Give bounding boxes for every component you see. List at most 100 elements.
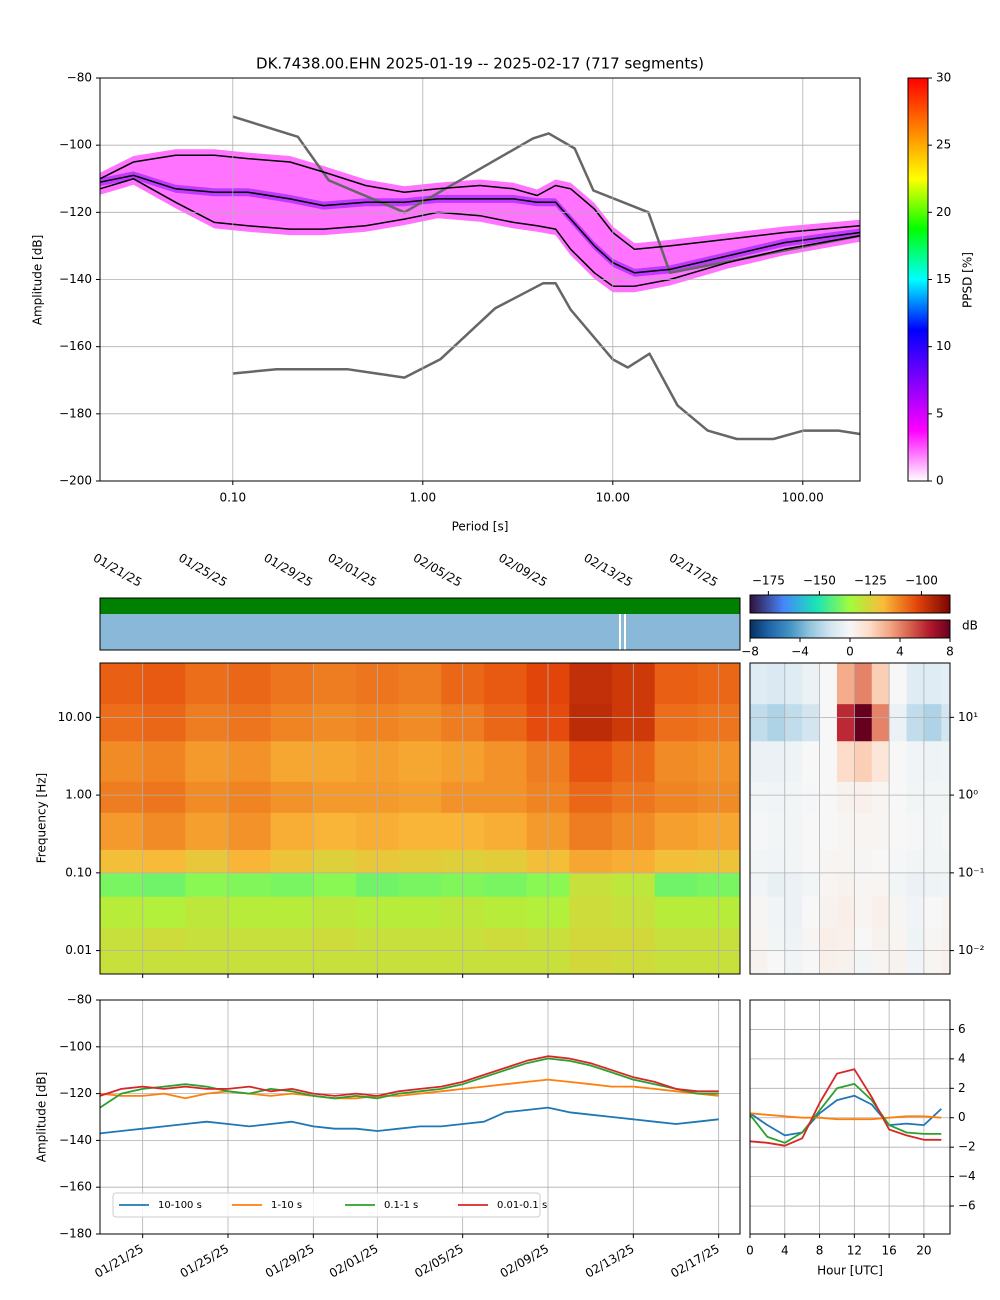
heatmap-cell [889,812,908,850]
y-tick-label: −200 [59,474,92,488]
heatmap-cell [654,740,698,782]
heatmap-cell [569,849,613,874]
heatmap-cell [906,703,925,742]
heatmap-cell [941,950,951,975]
colorbar-tick-label: −8 [741,645,759,659]
y-tick-label: −160 [59,1180,92,1194]
ppsd-density [100,149,860,293]
heatmap-cell [784,872,803,897]
x-tick-label: 01/25/25 [178,1242,232,1281]
heatmap-cell [941,663,951,705]
heatmap-cell [854,781,873,813]
colorbar [749,619,951,639]
legend-frame [112,1192,541,1218]
y-tick-label: 10.00 [58,710,92,724]
y-tick-label: −160 [59,339,92,353]
colorbar-tick-label: 0 [846,645,854,659]
heatmap-cell [484,812,528,850]
heatmap-cell [484,950,528,975]
y-tick-label: −100 [59,138,92,152]
heatmap-cell [750,812,768,850]
heatmap-cell [569,663,613,705]
heatmap-cell [836,812,855,850]
heatmap-cell [767,849,786,874]
heatmap-cell [923,703,942,742]
heatmap-cell [941,812,951,850]
heatmap-cell [313,740,357,782]
heatmap-cell [142,703,186,742]
heatmap-cell [270,896,314,928]
heatmap-cell [750,663,768,705]
heatmap-cell [941,927,951,952]
heatmap-cell [313,927,357,952]
heatmap-cell [654,703,698,742]
colorbar [749,594,951,614]
heatmap-cell [889,703,908,742]
heatmap-cell [906,663,925,705]
heatmap-cell [941,781,951,813]
heatmap-cell [854,927,873,952]
heatmap-cell [484,781,528,813]
y-tick-label: −120 [59,205,92,219]
x-tick-label: 16 [881,1244,896,1258]
x-tick-label: 02/17/25 [667,551,721,590]
y-tick-label: −80 [67,993,92,1007]
heatmap-cell [142,663,186,705]
heatmap-cell [854,950,873,975]
axes-frame [99,999,741,1235]
heatmap-cell [398,781,442,813]
colorbar [907,77,929,482]
line [749,1112,942,1121]
heatmap-cell [185,950,229,975]
x-tick-label: 01/29/25 [263,1242,317,1281]
x-tick-label: 02/05/25 [411,551,465,590]
heatmap-cell [654,927,698,952]
heatmap-cell [313,872,357,897]
line [749,1083,942,1144]
heatmap-cell [100,896,144,928]
heatmap-cell [569,740,613,782]
heatmap-cell [100,872,144,897]
heatmap-cell [941,872,951,897]
legend-label: 0.01-0.1 s [497,1200,547,1211]
heatmap-cell [906,872,925,897]
heatmap-cell [654,950,698,975]
heatmap-cell [767,950,786,975]
x-tick-label: 12 [847,1244,862,1258]
heatmap-cell [854,849,873,874]
heatmap-cell [923,781,942,813]
y-tick-label: −140 [59,1133,92,1147]
heatmap-cell [906,896,925,928]
heatmap-cell [923,812,942,850]
heatmap-cell [569,872,613,897]
heatmap-cell [313,896,357,928]
line [99,154,861,251]
axes-frame [99,77,861,482]
legend-label: 0.1-1 s [384,1200,418,1211]
heatmap-cell [313,703,357,742]
heatmap-cell [228,812,272,850]
x-tick-label: 0 [746,1244,754,1258]
heatmap-cell [923,896,942,928]
line [232,115,861,275]
heatmap-cell [854,663,873,705]
heatmap-cell [819,740,838,782]
heatmap-cell [802,663,821,705]
heatmap-cell [784,781,803,813]
heatmap-cell [854,896,873,928]
x-tick-label: 02/01/25 [325,551,379,590]
heatmap-cell [802,781,821,813]
heatmap-cell [185,740,229,782]
heatmap-cell [871,896,890,928]
colorbar-tick-label: −125 [854,574,887,588]
heatmap-cell [569,703,613,742]
line [749,1094,942,1137]
heatmap-cell [654,781,698,813]
heatmap-cell [802,896,821,928]
x-tick-label: 01/21/25 [92,1242,146,1281]
heatmap-cell [750,740,768,782]
heatmap-cell [923,849,942,874]
heatmap-cell [569,927,613,952]
x-tick-label: 02/01/25 [327,1242,381,1281]
